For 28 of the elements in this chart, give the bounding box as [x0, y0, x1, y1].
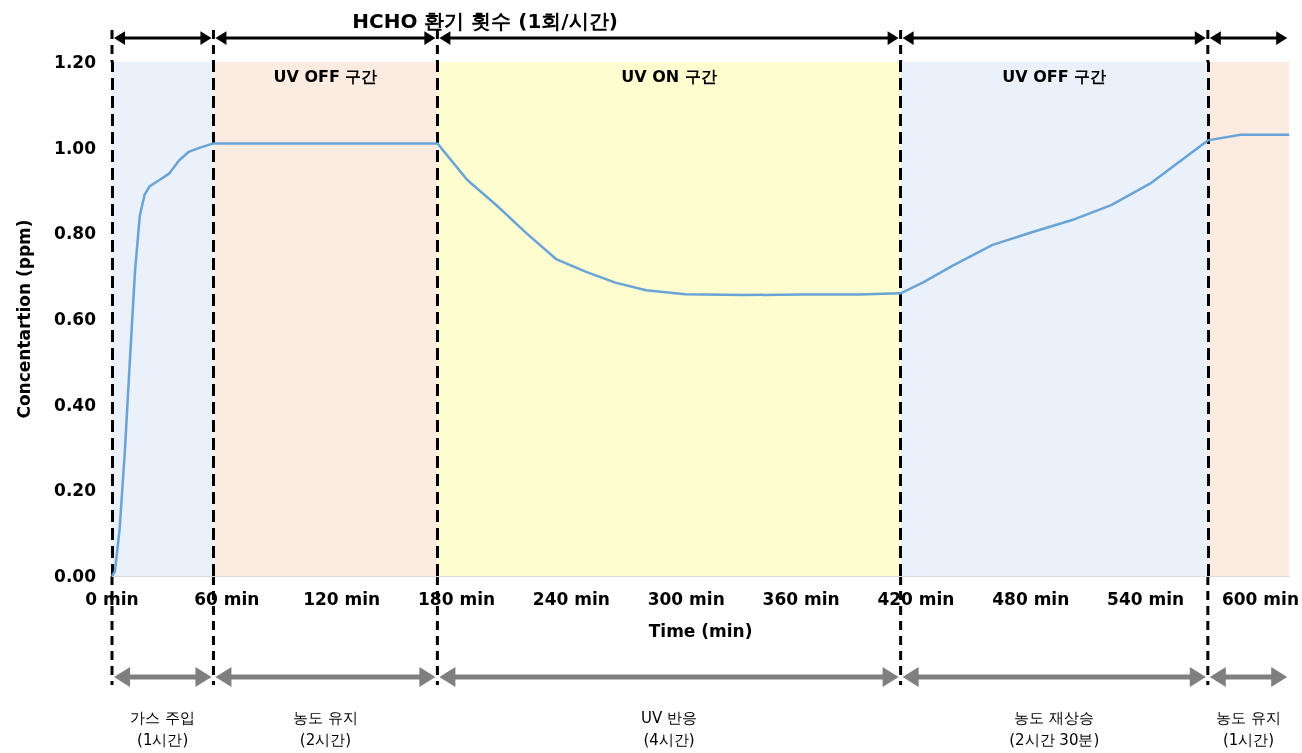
x-tick-label: 240 min — [532, 588, 610, 609]
x-tick-label: 420 min — [877, 588, 955, 609]
x-axis-title: Time (min) — [648, 620, 753, 641]
text: 농도 재상승 (2시간 30분) — [1009, 709, 1100, 749]
y-tick-label: 0.40 — [54, 394, 97, 415]
y-tick-label: 0.20 — [54, 480, 97, 501]
x-tick-label: 0 min — [85, 588, 139, 609]
text: 농도 유지 (1시간) — [1216, 709, 1281, 749]
x-tick-label: 600 min — [1221, 588, 1300, 609]
y-tick-label: 1.00 — [54, 137, 97, 158]
y-tick-label: 0.80 — [54, 223, 97, 244]
x-tick-label: 300 min — [647, 588, 725, 609]
text: UV 반응 (4시간) — [641, 709, 698, 749]
y-tick-label: 1.20 — [54, 52, 97, 72]
x-tick-label: 480 min — [992, 588, 1070, 609]
band-label: UV ON 구간 — [621, 66, 717, 86]
y-axis-title: Concentartion (ppm) — [13, 219, 34, 419]
text: 가스 주입 (1시간) — [130, 709, 196, 749]
y-tick-label: 0.00 — [54, 566, 97, 586]
x-tick-label: 120 min — [303, 588, 381, 609]
x-tick-label: 360 min — [762, 588, 840, 609]
band-label: UV OFF 구간 — [1002, 66, 1107, 86]
text: 농도 유지 (2시간) — [293, 709, 358, 749]
band-label: UV OFF 구간 — [273, 66, 378, 86]
x-tick-label: 60 min — [194, 588, 260, 609]
chart-title: HCHO 환기 횟수 (1회/시간) — [352, 9, 618, 33]
y-tick-label: 0.60 — [54, 309, 97, 329]
x-tick-label: 540 min — [1107, 588, 1185, 609]
